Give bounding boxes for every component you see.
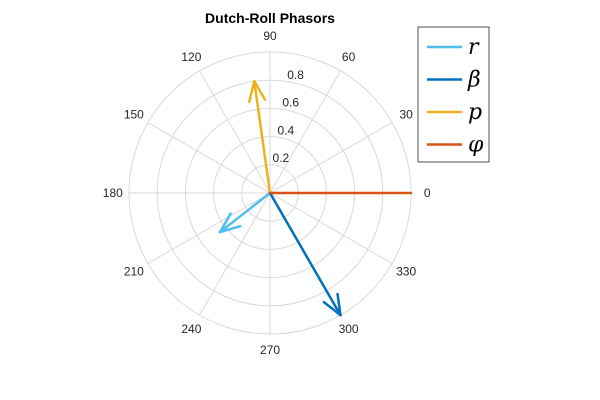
r-tick-label: 0.4 <box>277 123 294 137</box>
arrow-head <box>336 292 342 317</box>
spoke-30 <box>269 122 393 194</box>
theta-tick-label: 330 <box>396 265 416 279</box>
theta-tick-label: 270 <box>260 343 280 357</box>
legend-item: β <box>427 68 481 93</box>
theta-tick-label: 60 <box>342 50 356 64</box>
legend-label: β <box>467 68 481 93</box>
arrow-head <box>253 80 267 101</box>
arrow-head <box>322 300 342 317</box>
phasor-series <box>218 80 413 317</box>
series-2 <box>247 80 272 195</box>
series-0 <box>218 191 272 234</box>
chart-title: Dutch-Roll Phasors <box>205 10 335 26</box>
r-tick-label: 0.8 <box>287 68 304 82</box>
arrow-head <box>247 80 256 104</box>
phasor-line <box>268 191 342 317</box>
theta-tick-label: 210 <box>124 265 144 279</box>
spoke-60 <box>269 70 341 194</box>
r-tick-labels: 0.2 0.4 0.6 0.8 <box>273 68 305 165</box>
theta-tick-labels: 0 30 60 90 120 150 180 210 240 270 300 330 <box>103 29 431 357</box>
legend-label: r <box>468 35 480 60</box>
spoke-210 <box>147 192 271 264</box>
theta-tick-label: 150 <box>124 107 144 121</box>
legend-label: φ <box>468 133 484 158</box>
phasor-line <box>253 80 272 195</box>
theta-tick-label: 180 <box>103 186 123 200</box>
legend-label: p <box>468 100 482 125</box>
phasor-line <box>218 191 272 234</box>
theta-tick-label: 240 <box>181 322 201 336</box>
spoke-330 <box>269 192 393 264</box>
r-tick-label: 0.6 <box>282 96 299 110</box>
series-1 <box>268 191 342 317</box>
theta-tick-label: 120 <box>181 50 201 64</box>
spoke-150 <box>147 122 271 194</box>
theta-tick-label: 90 <box>263 29 277 43</box>
spoke-240 <box>199 192 271 316</box>
legend-box <box>417 26 490 163</box>
spoke-120 <box>199 70 271 194</box>
arrow-head <box>218 212 232 234</box>
legend-item: p <box>427 100 482 125</box>
legend-item: φ <box>427 133 484 158</box>
theta-tick-label: 0 <box>424 186 431 200</box>
arrow-head <box>218 224 242 234</box>
theta-tick-label: 300 <box>339 322 359 336</box>
r-tick-label: 0.2 <box>273 151 290 165</box>
theta-tick-label: 30 <box>399 107 413 121</box>
legend-item: r <box>427 35 480 60</box>
